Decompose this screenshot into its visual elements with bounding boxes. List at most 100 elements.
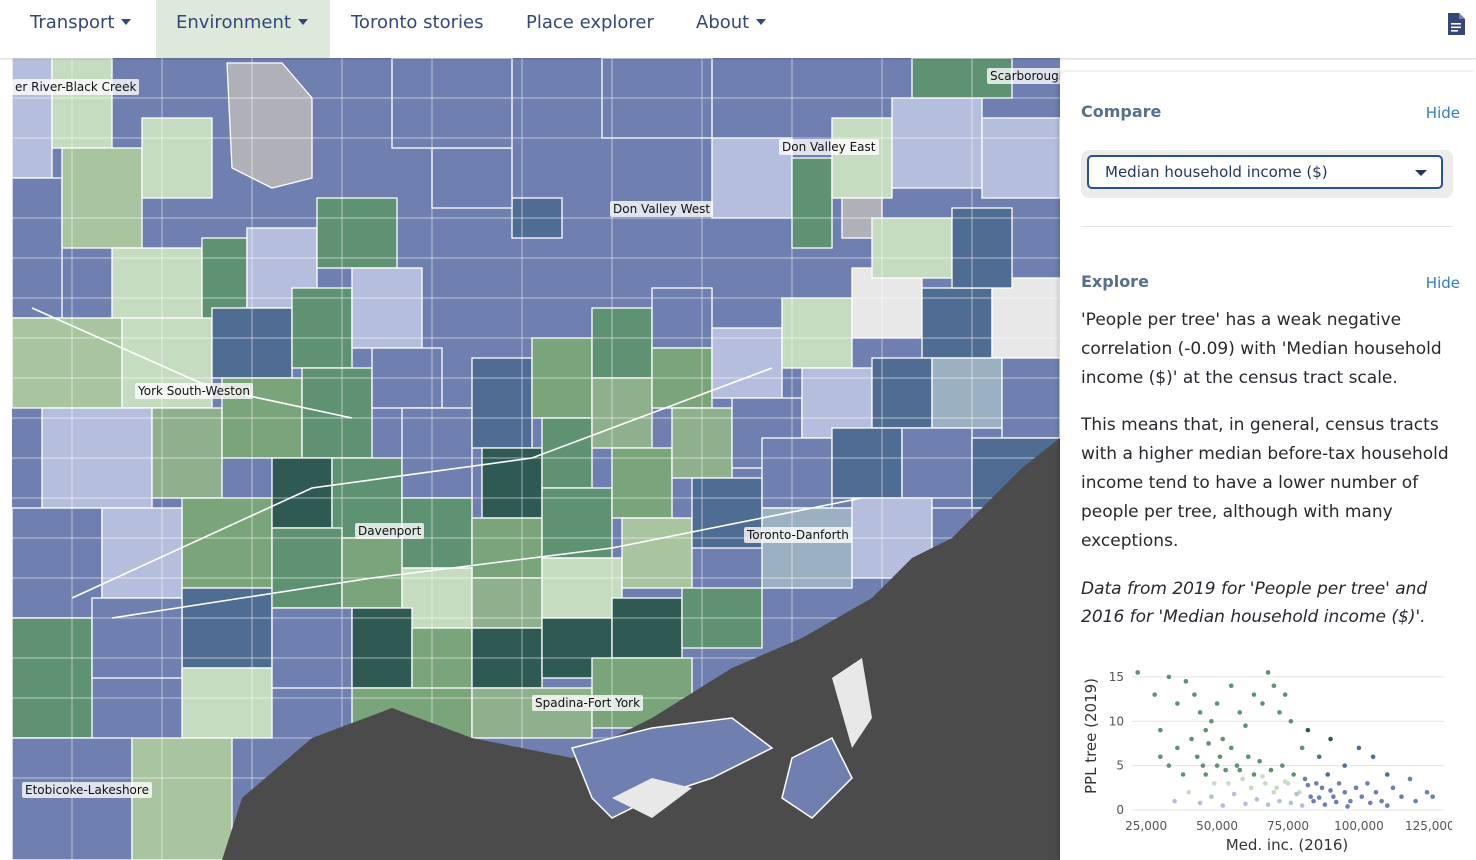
map-canvas[interactable]	[12, 58, 1060, 860]
scatter-y-tick-label: 5	[1116, 759, 1124, 773]
scatter-point	[1319, 785, 1325, 791]
scatter-point	[1277, 710, 1282, 715]
scatter-point	[1257, 758, 1262, 764]
scatter-point	[1325, 772, 1331, 777]
scatter-point	[1263, 781, 1268, 786]
scatter-x-tick-label: 75,000	[1267, 819, 1309, 833]
scatter-point	[1228, 683, 1234, 689]
map-label-etobicoke-lakeshore: Etobicoke-Lakeshore	[22, 782, 152, 798]
scatter-point	[1206, 741, 1211, 746]
scatter-point	[1322, 802, 1328, 807]
scatter-point	[1311, 798, 1316, 804]
document-icon[interactable]	[1446, 12, 1466, 36]
compare-selected-value: Median household income ($)	[1105, 163, 1328, 181]
scatter-point	[1333, 799, 1339, 805]
scatter-point	[1243, 723, 1248, 728]
scatter-point	[1194, 754, 1200, 760]
scatter-point	[1237, 767, 1243, 773]
scatter-point	[1226, 781, 1231, 786]
scatter-point	[1336, 781, 1342, 786]
side-panel: Compare Hide Median household income ($)…	[1060, 72, 1476, 860]
top-navbar: Transport Environment Toronto stories Pl…	[0, 0, 1476, 58]
scatter-point	[1228, 745, 1234, 751]
map-label-spadina-fort-york: Spadina-Fort York	[532, 695, 644, 711]
scatter-point	[1175, 701, 1180, 706]
scatter-point	[1413, 798, 1418, 804]
map-label-toronto-danforth: Toronto-Danforth	[744, 527, 852, 543]
scatter-x-ticks: 25,000 50,000 75,000 100,000 125,000	[1125, 819, 1452, 833]
scatter-point	[1245, 754, 1251, 760]
explore-meaning-text: This means that, in general, census trac…	[1081, 415, 1449, 551]
scatter-point	[1342, 763, 1348, 768]
scatter-point	[1291, 772, 1296, 777]
scatter-point	[1390, 785, 1396, 791]
scatter-point	[1240, 776, 1245, 782]
scatter-point	[1348, 798, 1353, 804]
scatter-y-ticks: 0 5 10 15	[1109, 670, 1124, 817]
scatter-point	[1379, 798, 1384, 804]
nav-about[interactable]: About	[682, 0, 782, 58]
scatter-point	[1135, 670, 1140, 675]
scatter-point	[1158, 727, 1163, 733]
scatter-y-axis-label: PPL tree (2019)	[1082, 678, 1100, 794]
scatter-point	[1274, 785, 1279, 791]
scatter-point	[1217, 754, 1223, 760]
scatter-point	[1331, 794, 1336, 799]
nav-environment[interactable]: Environment	[156, 0, 330, 58]
scatter-points	[1135, 670, 1435, 809]
nav-place-explorer[interactable]: Place explorer	[512, 0, 672, 58]
map-label-don-valley-west: Don Valley West	[610, 201, 714, 217]
nav-toronto-stories[interactable]: Toronto stories	[337, 0, 502, 58]
scatter-point	[1305, 782, 1311, 788]
compare-select-wrapper: Median household income ($)	[1081, 150, 1453, 198]
scatter-point	[1214, 701, 1220, 706]
map-label-scarborough: Scarborough	[987, 68, 1060, 84]
scatter-point	[1158, 754, 1163, 760]
compare-variable-select[interactable]: Median household income ($)	[1087, 155, 1443, 189]
scatter-point	[1265, 802, 1271, 807]
scatter-point	[1203, 727, 1209, 733]
map-label-york-south-weston: York South-Weston	[135, 383, 253, 399]
scatter-point	[1237, 710, 1243, 715]
scatter-point	[1211, 781, 1217, 786]
scatter-point	[1251, 692, 1257, 697]
scatter-point	[1214, 763, 1220, 768]
scatter-x-tick-label: 50,000	[1196, 819, 1238, 833]
scatter-point	[1197, 710, 1203, 715]
scatter-x-tick-label: 100,000	[1334, 819, 1384, 833]
scatter-point	[1268, 767, 1274, 773]
nav-transport-label: Transport	[30, 12, 115, 33]
scatter-point	[1407, 776, 1413, 782]
scatter-point	[1175, 745, 1180, 751]
compare-heading: Compare	[1081, 102, 1162, 121]
nav-place-explorer-label: Place explorer	[526, 12, 654, 33]
section-divider	[1081, 226, 1453, 227]
scatter-point	[1200, 763, 1206, 768]
scatter-point	[1166, 674, 1172, 680]
choropleth-map[interactable]: er River-Black Creek Scarborough Don Val…	[12, 58, 1060, 860]
compare-hide-link[interactable]: Hide	[1425, 104, 1460, 122]
nav-transport[interactable]: Transport	[16, 0, 150, 58]
scatter-point	[1234, 763, 1240, 768]
scatter-point	[1183, 679, 1189, 684]
scatter-point	[1223, 767, 1228, 773]
scatter-point	[1271, 683, 1277, 689]
scatter-point	[1316, 795, 1322, 800]
scatter-point	[1342, 789, 1348, 795]
nav-environment-label: Environment	[176, 12, 291, 33]
scatter-point	[1220, 803, 1226, 808]
scatter-plot: 25,000 50,000 75,000 100,000 125,000 051015 …	[1082, 670, 1452, 854]
map-left-edge	[0, 58, 12, 860]
explore-hide-link[interactable]: Hide	[1425, 274, 1460, 292]
scatter-point	[1220, 736, 1226, 742]
scatter-x-axis-label: Med. inc. (2016)	[1226, 836, 1349, 854]
scatter-point	[1282, 779, 1288, 784]
scatter-point	[1299, 745, 1305, 751]
scatter-point	[1365, 781, 1370, 786]
map-label-davenport: Davenport	[355, 523, 425, 539]
scatter-point	[1302, 776, 1308, 782]
scatter-grid	[1132, 676, 1444, 811]
scatter-x-tick-label: 25,000	[1125, 819, 1167, 833]
scatter-point	[1192, 692, 1197, 697]
scatter-point	[1282, 692, 1288, 697]
